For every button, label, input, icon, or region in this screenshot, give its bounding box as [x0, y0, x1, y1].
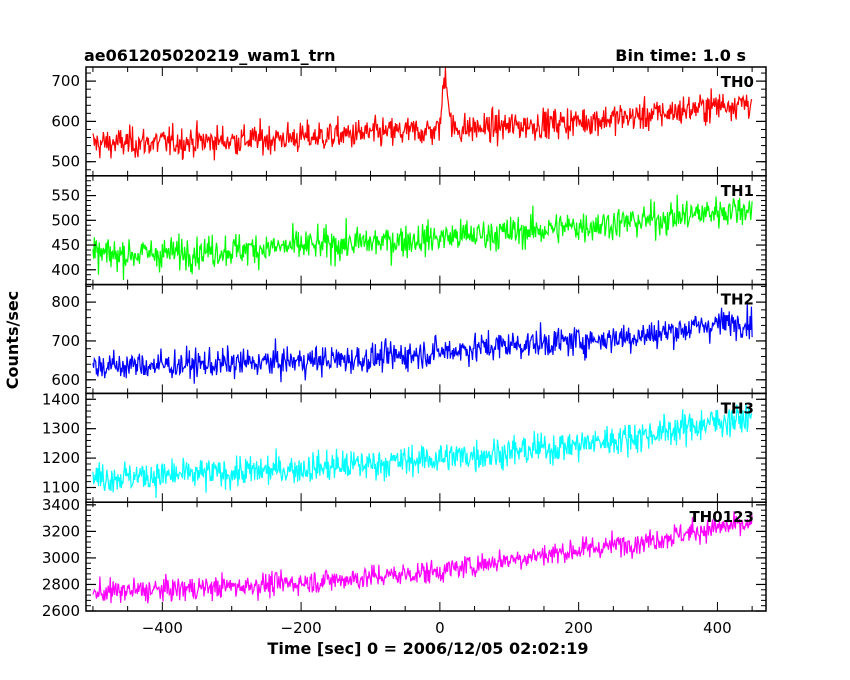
y-axis-label: Counts/sec — [3, 291, 22, 389]
y-tick-label-th3: 1100 — [42, 478, 80, 496]
series-line-th2 — [92, 303, 753, 384]
panels-group: TH0 500 600 700 TH1 400 450 500 550 TH2 600 700 800 T… — [42, 66, 767, 637]
panel-label-th0: TH0 — [721, 73, 754, 91]
panel-label-th2: TH2 — [721, 291, 754, 309]
panel-frame-th3 — [85, 392, 767, 503]
y-tick-label-th2: 800 — [51, 293, 80, 311]
x-tick-label: 200 — [564, 619, 593, 637]
y-tick-label-th0: 700 — [51, 72, 80, 90]
y-tick-label-th1: 400 — [51, 261, 80, 279]
y-tick-label-th0123: 3000 — [42, 549, 80, 567]
y-tick-label-th1: 500 — [51, 211, 80, 229]
x-tick-label: −200 — [281, 619, 322, 637]
panel-frame-th2 — [85, 283, 767, 395]
x-tick-label: 0 — [435, 619, 445, 637]
series-line-th3 — [92, 403, 753, 499]
y-tick-label-th0123: 2800 — [42, 575, 80, 593]
panel-label-th3: TH3 — [721, 399, 754, 417]
bin-time-label: Bin time: 1.0 s — [615, 46, 746, 65]
series-line-th1 — [92, 194, 753, 281]
x-axis-label: Time [sec] 0 = 2006/12/05 02:02:19 — [267, 639, 588, 658]
panel-label-th1: TH1 — [721, 182, 754, 200]
y-tick-label-th3: 1400 — [42, 390, 80, 408]
panel-frame-th0 — [85, 66, 767, 177]
y-tick-label-th0: 500 — [51, 153, 80, 171]
y-tick-label-th1: 450 — [51, 236, 80, 254]
y-tick-label-th2: 700 — [51, 332, 80, 350]
y-tick-label-th1: 550 — [51, 187, 80, 205]
y-tick-label-th2: 600 — [51, 371, 80, 389]
y-tick-label-th3: 1300 — [42, 420, 80, 438]
chart-title: ae061205020219_wam1_trn — [84, 46, 336, 65]
y-tick-label-th0123: 3200 — [42, 522, 80, 540]
series-line-th0123 — [92, 511, 753, 604]
x-tick-label: −400 — [142, 619, 183, 637]
y-tick-label-th0123: 2600 — [42, 602, 80, 620]
y-tick-label-th0123: 3400 — [42, 496, 80, 514]
x-tick-label: 400 — [703, 619, 732, 637]
y-tick-label-th3: 1200 — [42, 449, 80, 467]
panel-label-th0123: TH0123 — [689, 508, 754, 526]
y-tick-label-th0: 600 — [51, 112, 80, 130]
series-line-th0 — [92, 67, 753, 161]
panel-frame-th0123 — [85, 501, 767, 612]
